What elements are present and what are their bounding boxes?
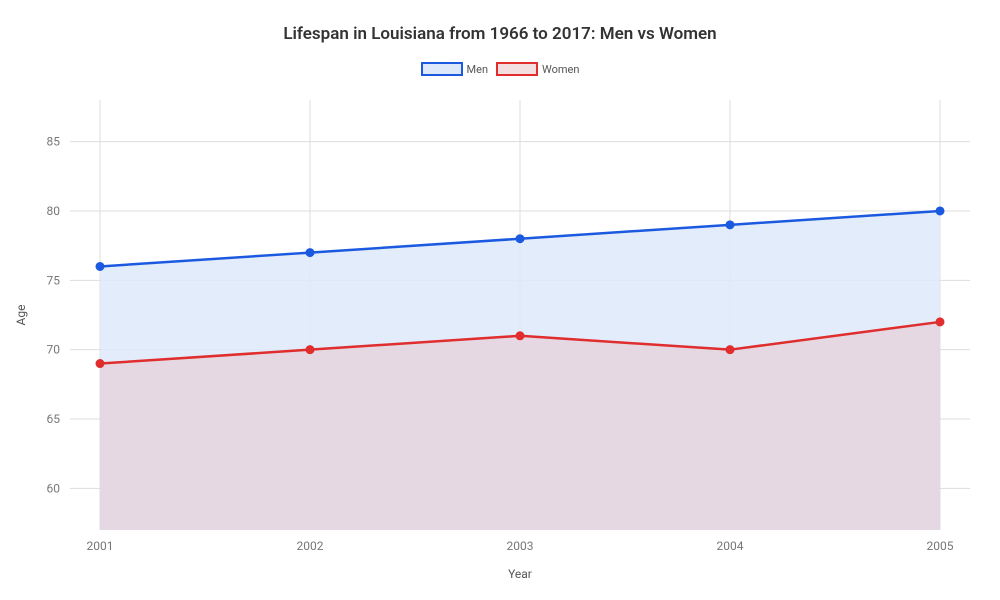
x-tick-label: 2003 bbox=[507, 539, 534, 553]
x-tick-label: 2005 bbox=[927, 539, 954, 553]
marker-women bbox=[96, 360, 104, 368]
y-tick-label: 80 bbox=[47, 204, 61, 218]
marker-women bbox=[726, 346, 734, 354]
y-tick-label: 65 bbox=[47, 412, 61, 426]
y-tick-label: 70 bbox=[47, 343, 61, 357]
x-tick-label: 2002 bbox=[297, 539, 324, 553]
marker-women bbox=[306, 346, 314, 354]
marker-men bbox=[306, 249, 314, 257]
y-tick-label: 75 bbox=[47, 273, 61, 287]
marker-women bbox=[516, 332, 524, 340]
marker-men bbox=[936, 207, 944, 215]
marker-men bbox=[726, 221, 734, 229]
chart-plot: 60 65 70 75 80 85 2001 2002 2003 2004 2005 Year Age bbox=[0, 0, 1000, 600]
x-tick-label: 2004 bbox=[717, 539, 744, 553]
y-tick-label: 85 bbox=[47, 135, 61, 149]
x-tick-label: 2001 bbox=[87, 539, 114, 553]
marker-women bbox=[936, 318, 944, 326]
marker-men bbox=[96, 262, 104, 270]
chart-container: Lifespan in Louisiana from 1966 to 2017:… bbox=[0, 0, 1000, 600]
y-axis-label: Age bbox=[14, 305, 28, 326]
marker-men bbox=[516, 235, 524, 243]
x-axis-label: Year bbox=[508, 567, 532, 581]
y-tick-label: 60 bbox=[47, 481, 61, 495]
